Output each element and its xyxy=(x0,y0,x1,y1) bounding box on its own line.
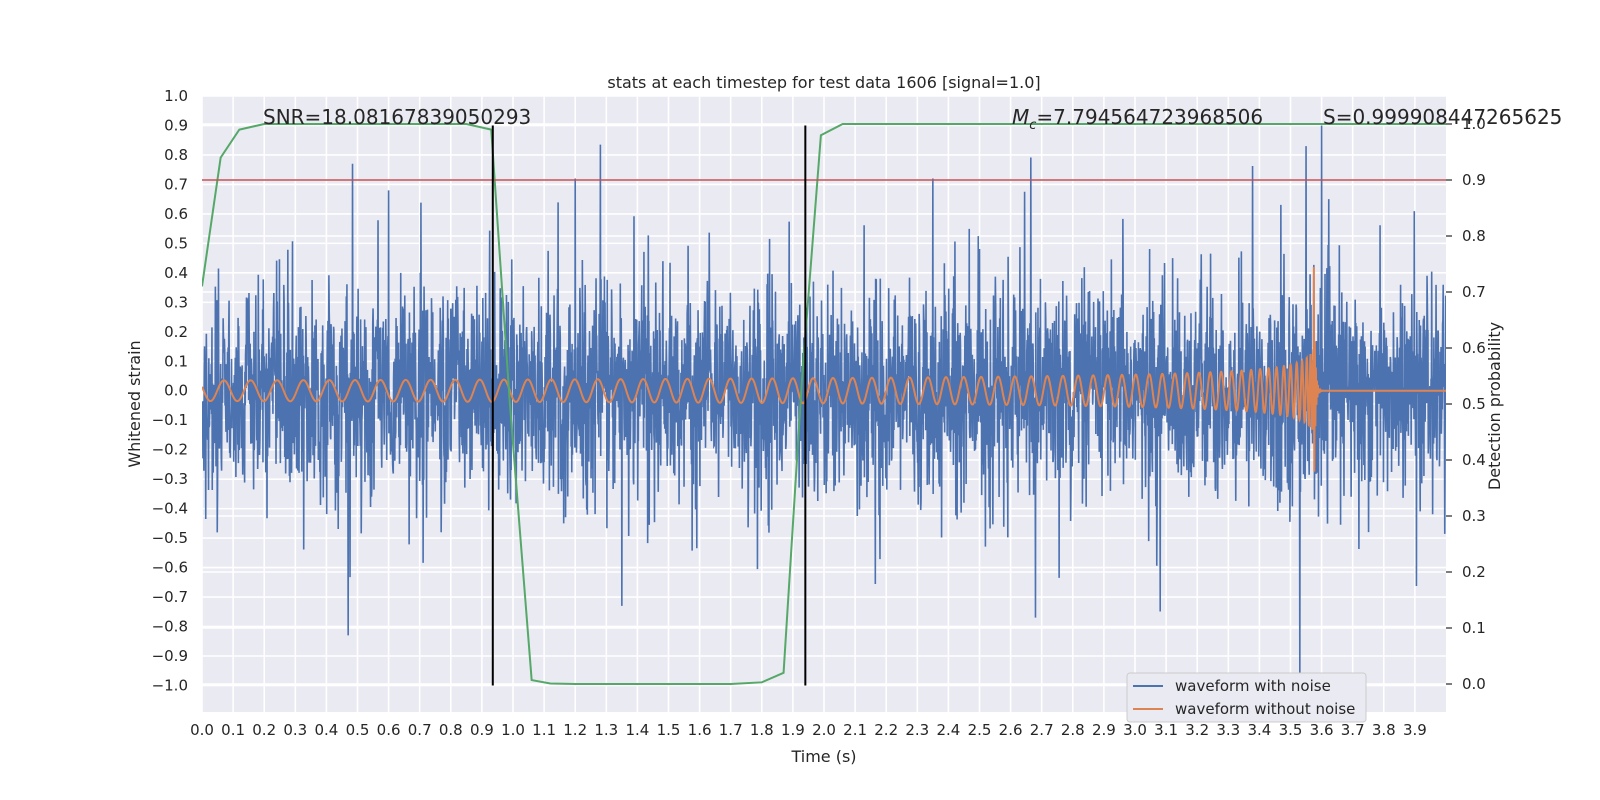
x-tick-label: 3.7 xyxy=(1341,721,1365,739)
x-tick-label: 1.8 xyxy=(750,721,774,739)
y-right-tick-label: 0.2 xyxy=(1462,563,1486,581)
y-axis-right-label: Detection probability xyxy=(1485,322,1504,490)
x-tick-label: 1.0 xyxy=(501,721,525,739)
x-tick-label: 2.0 xyxy=(812,721,836,739)
x-tick-label: 3.6 xyxy=(1310,721,1334,739)
y-tick-label: −0.6 xyxy=(152,559,188,577)
y-tick-label: 0.6 xyxy=(164,205,188,223)
chirp-mass-value: =7.794564723968506 xyxy=(1036,105,1263,129)
legend: waveform with noise waveform without noi… xyxy=(1126,672,1367,723)
x-tick-label: 2.4 xyxy=(936,721,960,739)
y-right-tick-label: 0.6 xyxy=(1462,339,1486,357)
series-waveform-with-noise xyxy=(202,125,1446,686)
y-tick-label: 0.0 xyxy=(164,382,188,400)
chirp-mass-annotation: Mc=7.794564723968506 xyxy=(1012,105,1263,133)
x-tick-label: 2.7 xyxy=(1030,721,1054,739)
y-tick-label: 0.3 xyxy=(164,293,188,311)
x-tick-label: 2.2 xyxy=(874,721,898,739)
y-axis-right-ticks: 1.0 0.9 0.8 0.7 0.6 0.5 0.4 0.3 0.2 0.1 0.0 xyxy=(1446,115,1486,693)
x-tick-label: 1.9 xyxy=(781,721,805,739)
y-right-tick-label: 1.0 xyxy=(1462,115,1486,133)
x-tick-label: 0.4 xyxy=(314,721,338,739)
y-right-tick-label: 0.9 xyxy=(1462,171,1486,189)
y-tick-label: −0.5 xyxy=(152,529,188,547)
x-tick-label: 3.3 xyxy=(1216,721,1240,739)
y-tick-label: 0.9 xyxy=(164,116,188,134)
legend-box xyxy=(1126,672,1367,723)
y-tick-label: −0.1 xyxy=(152,411,188,429)
y-right-tick-label: 0.7 xyxy=(1462,283,1486,301)
x-tick-label: 0.1 xyxy=(221,721,245,739)
x-axis-label: Time (s) xyxy=(790,747,856,766)
y-tick-label: 0.7 xyxy=(164,175,188,193)
x-tick-label: 3.9 xyxy=(1403,721,1427,739)
x-tick-label: 0.7 xyxy=(408,721,432,739)
chart-title: stats at each timestep for test data 160… xyxy=(607,73,1040,92)
x-tick-label: 0.6 xyxy=(377,721,401,739)
y-tick-label: −0.9 xyxy=(152,647,188,665)
x-tick-label: 0.9 xyxy=(470,721,494,739)
chirp-mass-symbol: M xyxy=(1012,105,1029,129)
y-tick-label: 0.5 xyxy=(164,234,188,252)
x-tick-label: 1.6 xyxy=(688,721,712,739)
y-tick-label: −0.8 xyxy=(152,618,188,636)
x-tick-label: 1.4 xyxy=(625,721,649,739)
y-right-tick-label: 0.3 xyxy=(1462,507,1486,525)
y-right-tick-label: 0.8 xyxy=(1462,227,1486,245)
y-right-tick-label: 0.0 xyxy=(1462,675,1486,693)
y-tick-label: −1.0 xyxy=(152,676,188,694)
y-tick-label: 0.4 xyxy=(164,264,188,282)
y-tick-label: −0.7 xyxy=(152,588,188,606)
x-tick-label: 2.9 xyxy=(1092,721,1116,739)
y-tick-label: −0.3 xyxy=(152,470,188,488)
x-tick-label: 1.7 xyxy=(719,721,743,739)
y-tick-label: 0.1 xyxy=(164,352,188,370)
x-tick-label: 1.5 xyxy=(657,721,681,739)
x-tick-label: 2.1 xyxy=(843,721,867,739)
legend-label-clean: waveform without noise xyxy=(1175,700,1355,718)
y-axis-label: Whitened strain xyxy=(125,340,144,467)
x-tick-label: 0.2 xyxy=(252,721,276,739)
chirp-mass-subscript: c xyxy=(1029,118,1036,133)
score-annotation: S=0.999908447265625 xyxy=(1323,105,1562,129)
y-tick-label: 0.2 xyxy=(164,323,188,341)
x-tick-label: 0.0 xyxy=(190,721,214,739)
x-tick-label: 2.3 xyxy=(905,721,929,739)
x-tick-label: 3.4 xyxy=(1247,721,1271,739)
x-tick-label: 3.0 xyxy=(1123,721,1147,739)
y-right-tick-label: 0.5 xyxy=(1462,395,1486,413)
x-tick-label: 0.5 xyxy=(346,721,370,739)
x-axis-ticks: 0.0 0.1 0.2 0.3 0.4 0.5 0.6 0.7 0.8 0.9 1.0 1.1 1.2 1… xyxy=(190,721,1427,739)
x-tick-label: 0.8 xyxy=(439,721,463,739)
x-tick-label: 2.6 xyxy=(999,721,1023,739)
series-detection-probability xyxy=(202,123,1446,685)
y-tick-label: −0.2 xyxy=(152,441,188,459)
x-tick-label: 1.2 xyxy=(563,721,587,739)
y-tick-label: 1.0 xyxy=(164,87,188,105)
x-tick-label: 2.5 xyxy=(968,721,992,739)
x-tick-label: 0.3 xyxy=(283,721,307,739)
y-right-tick-label: 0.4 xyxy=(1462,451,1486,469)
x-tick-label: 3.1 xyxy=(1154,721,1178,739)
y-right-tick-label: 0.1 xyxy=(1462,619,1486,637)
x-tick-label: 3.5 xyxy=(1279,721,1303,739)
y-axis-ticks: 1.0 0.9 0.8 0.7 0.6 0.5 0.4 0.3 0.2 0.1 0.0 −0.1 −0.… xyxy=(152,87,188,694)
x-tick-label: 3.2 xyxy=(1185,721,1209,739)
x-tick-label: 2.8 xyxy=(1061,721,1085,739)
y-tick-label: 0.8 xyxy=(164,146,188,164)
x-tick-label: 1.3 xyxy=(594,721,618,739)
x-tick-label: 1.1 xyxy=(532,721,556,739)
y-tick-label: −0.4 xyxy=(152,500,188,518)
legend-label-noise: waveform with noise xyxy=(1175,677,1331,695)
series-waveform-without-noise xyxy=(202,266,1446,472)
snr-annotation: SNR=18.08167839050293 xyxy=(263,105,531,129)
x-tick-label: 3.8 xyxy=(1372,721,1396,739)
